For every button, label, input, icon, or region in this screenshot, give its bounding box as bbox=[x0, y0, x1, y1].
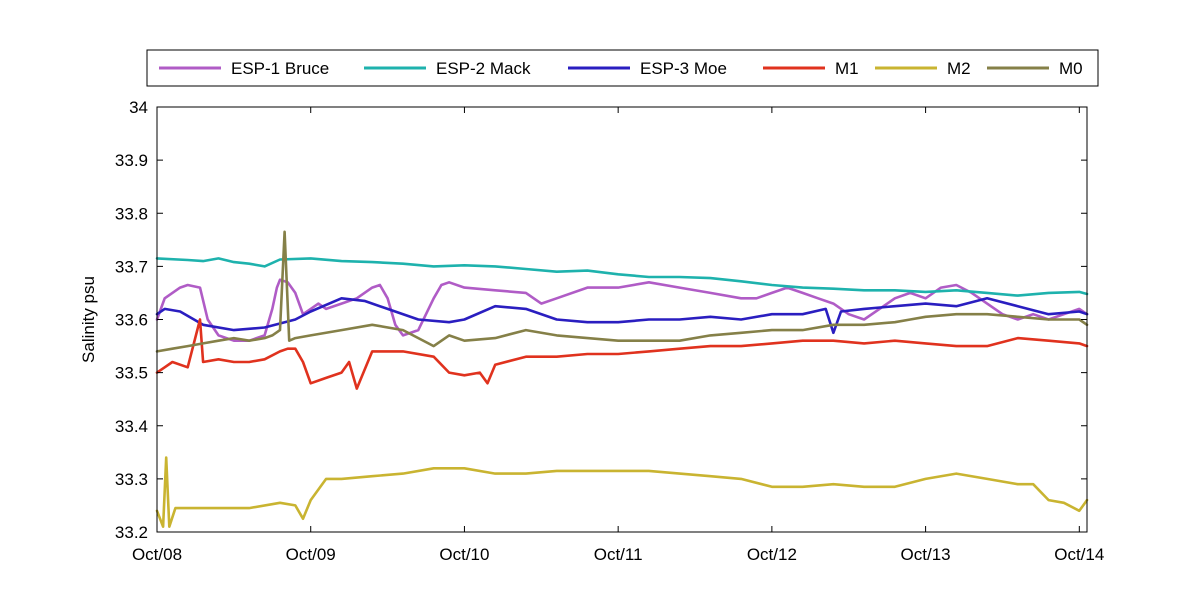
x-tick-label: Oct/09 bbox=[286, 545, 336, 564]
series-lines bbox=[155, 230, 1089, 529]
series-line-1 bbox=[155, 278, 1089, 343]
y-tick-label: 33.3 bbox=[115, 470, 148, 489]
series-line-4 bbox=[155, 318, 1089, 390]
y-tick-label: 33.6 bbox=[115, 311, 148, 330]
y-tick-label: 33.9 bbox=[115, 151, 148, 170]
x-tick-label: Oct/08 bbox=[132, 545, 182, 564]
legend-label-3: ESP-3 Moe bbox=[640, 59, 727, 78]
legend-label-6: M0 bbox=[1059, 59, 1083, 78]
y-tick-label: 33.5 bbox=[115, 364, 148, 383]
x-tick-label: Oct/12 bbox=[747, 545, 797, 564]
y-axis-label: Salinity psu bbox=[79, 276, 98, 363]
x-tick-label: Oct/10 bbox=[439, 545, 489, 564]
x-tick-label: Oct/13 bbox=[901, 545, 951, 564]
y-tick-label: 33.8 bbox=[115, 204, 148, 223]
y-tick-label: 33.2 bbox=[115, 523, 148, 542]
x-tick-label: Oct/11 bbox=[594, 545, 643, 564]
legend-label-1: ESP-1 Bruce bbox=[231, 59, 329, 78]
series-line-2 bbox=[155, 257, 1089, 297]
legend-label-5: M2 bbox=[947, 59, 971, 78]
y-tick-label: 33.7 bbox=[115, 257, 148, 276]
y-tick-label: 34 bbox=[129, 98, 148, 117]
axis-ticks: 33.2 33.3 33.4 33.5 33.6 33.7 33.8 33.9 34 Oct/08… bbox=[115, 98, 1104, 564]
series-line-6 bbox=[155, 230, 1089, 353]
y-tick-label: 33.4 bbox=[115, 417, 148, 436]
series-line-3 bbox=[155, 296, 1089, 335]
legend-label-2: ESP-2 Mack bbox=[436, 59, 531, 78]
legend: ESP-1 Bruce ESP-2 Mack ESP-3 Moe M1 M2 M0 bbox=[146, 49, 1099, 87]
legend-label-4: M1 bbox=[835, 59, 859, 78]
series-line-5 bbox=[155, 456, 1089, 529]
x-tick-label: Oct/14 bbox=[1054, 545, 1104, 564]
